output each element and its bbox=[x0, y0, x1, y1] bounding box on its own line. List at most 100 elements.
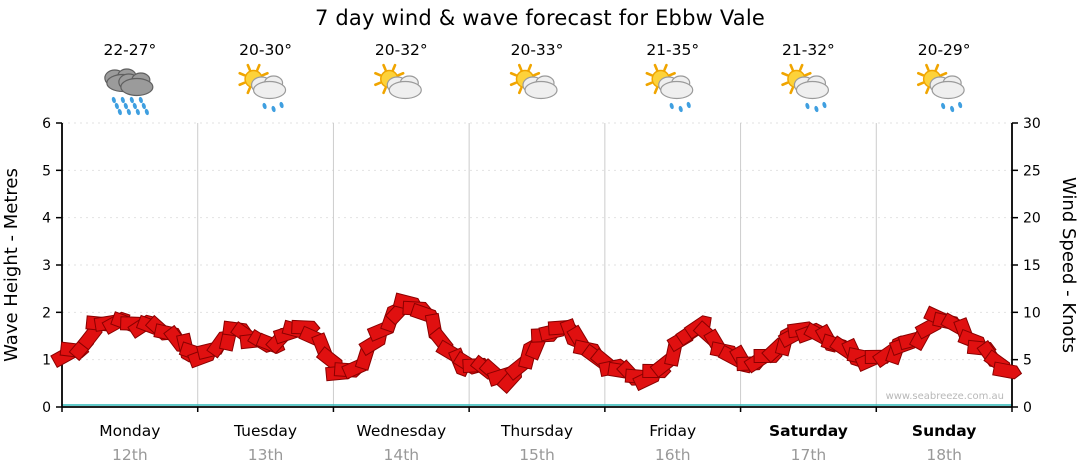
sun-ray bbox=[238, 81, 246, 87]
cloud-body bbox=[252, 80, 287, 100]
day-temp-range: 20-30° bbox=[239, 41, 292, 59]
raindrop bbox=[262, 102, 267, 110]
weather-icon-rain-cloud bbox=[104, 68, 154, 116]
day-name: Monday bbox=[99, 422, 160, 440]
sun-ray bbox=[382, 63, 387, 72]
day-name: Wednesday bbox=[356, 422, 446, 440]
watermark: www.seabreeze.com.au bbox=[886, 391, 1004, 402]
raindrop bbox=[279, 101, 284, 109]
right-tick-label: 0 bbox=[1023, 400, 1032, 416]
day-date: 12th bbox=[112, 446, 148, 464]
day-date: 16th bbox=[655, 446, 691, 464]
sun-ray bbox=[789, 63, 794, 72]
left-tick-label: 5 bbox=[42, 163, 51, 179]
sun-ray bbox=[798, 63, 804, 72]
right-axis-label: Wind Speed - Knots bbox=[1058, 177, 1079, 353]
sun-ray bbox=[527, 63, 533, 72]
day-temp-range: 22-27° bbox=[103, 41, 156, 59]
raindrop bbox=[111, 96, 116, 104]
sun-ray bbox=[246, 63, 252, 72]
sun-ray bbox=[517, 63, 523, 72]
sun-ray bbox=[925, 86, 930, 95]
cloud-body bbox=[931, 80, 965, 100]
sun-ray bbox=[374, 81, 382, 87]
weather-icon-sun-cloud-rain bbox=[916, 63, 965, 113]
right-tick-label: 5 bbox=[1023, 353, 1032, 369]
sun-ray bbox=[804, 71, 812, 77]
day-temp-range: 21-32° bbox=[782, 41, 835, 59]
raindrop bbox=[126, 108, 131, 116]
sun-ray bbox=[653, 86, 659, 95]
raindrop bbox=[138, 96, 143, 104]
right-tick-label: 25 bbox=[1023, 163, 1041, 179]
raindrop bbox=[814, 105, 819, 113]
sun-ray bbox=[382, 86, 387, 95]
raindrop bbox=[941, 102, 946, 110]
sun-ray bbox=[916, 81, 925, 87]
cloud-body bbox=[660, 80, 694, 100]
day-name: Saturday bbox=[769, 422, 848, 440]
x-axis-labels: Monday 12th Tuesday 13th Wednesday 14th Thursd… bbox=[99, 422, 976, 464]
sun-ray bbox=[645, 81, 653, 87]
sun-ray bbox=[391, 63, 397, 72]
sun-ray bbox=[256, 63, 261, 72]
sun-ray bbox=[668, 71, 676, 77]
raindrop bbox=[686, 101, 691, 109]
sun-ray bbox=[940, 71, 948, 77]
raindrop bbox=[123, 102, 128, 110]
weather-icons bbox=[104, 63, 965, 116]
chart-title: 7 day wind & wave forecast for Ebbw Vale bbox=[314, 6, 766, 30]
sun-ray bbox=[238, 71, 246, 77]
raindrop bbox=[135, 108, 140, 116]
raindrop bbox=[117, 108, 122, 116]
raindrop bbox=[805, 102, 810, 110]
day-headers: 22-27° 20-30° 20-32° 20-33° 21-35° 21-32° 20-2… bbox=[103, 41, 970, 59]
left-tick-label: 1 bbox=[42, 353, 51, 369]
day-temp-range: 20-29° bbox=[918, 41, 971, 59]
right-tick-label: 20 bbox=[1023, 211, 1041, 227]
raindrop bbox=[958, 101, 963, 109]
cloud-body bbox=[795, 80, 830, 100]
sun-ray bbox=[509, 81, 518, 87]
sun-ray bbox=[397, 71, 405, 77]
left-tick-label: 6 bbox=[42, 116, 51, 132]
day-date: 13th bbox=[248, 446, 284, 464]
raindrop bbox=[132, 102, 137, 110]
wind-arrow-band bbox=[50, 292, 1023, 395]
weather-icon-sun-cloud-rain bbox=[781, 63, 830, 113]
left-axis-label: Wave Height - Metres bbox=[1, 168, 22, 362]
sun-ray bbox=[509, 71, 518, 77]
cloud-body bbox=[524, 80, 558, 100]
day-name: Tuesday bbox=[233, 422, 297, 440]
sun-ray bbox=[532, 71, 541, 77]
left-tick-label: 0 bbox=[42, 400, 51, 416]
raindrop bbox=[144, 108, 149, 116]
cloud-body bbox=[388, 80, 422, 100]
raindrop bbox=[129, 96, 134, 104]
sun-ray bbox=[781, 71, 789, 77]
left-tick-label: 2 bbox=[42, 305, 51, 321]
sun-ray bbox=[246, 86, 252, 95]
weather-icon-sun-cloud bbox=[374, 63, 422, 100]
left-tick-label: 4 bbox=[42, 211, 51, 227]
cloud-body bbox=[120, 77, 154, 97]
raindrop bbox=[950, 105, 955, 113]
day-name: Friday bbox=[649, 422, 696, 440]
sun-ray bbox=[653, 63, 659, 72]
right-tick-label: 10 bbox=[1023, 305, 1041, 321]
raindrop bbox=[114, 102, 119, 110]
day-date: 17th bbox=[791, 446, 827, 464]
left-tick-label: 3 bbox=[42, 258, 51, 274]
day-name: Thursday bbox=[500, 422, 573, 440]
sun-ray bbox=[374, 71, 382, 77]
sun-ray bbox=[925, 63, 930, 72]
sun-ray bbox=[645, 71, 653, 77]
wind-arrow bbox=[992, 361, 1023, 380]
day-date: 14th bbox=[383, 446, 419, 464]
sun-ray bbox=[916, 71, 925, 77]
raindrop bbox=[271, 105, 276, 113]
sun-ray bbox=[781, 81, 789, 87]
day-name: Sunday bbox=[912, 422, 976, 440]
